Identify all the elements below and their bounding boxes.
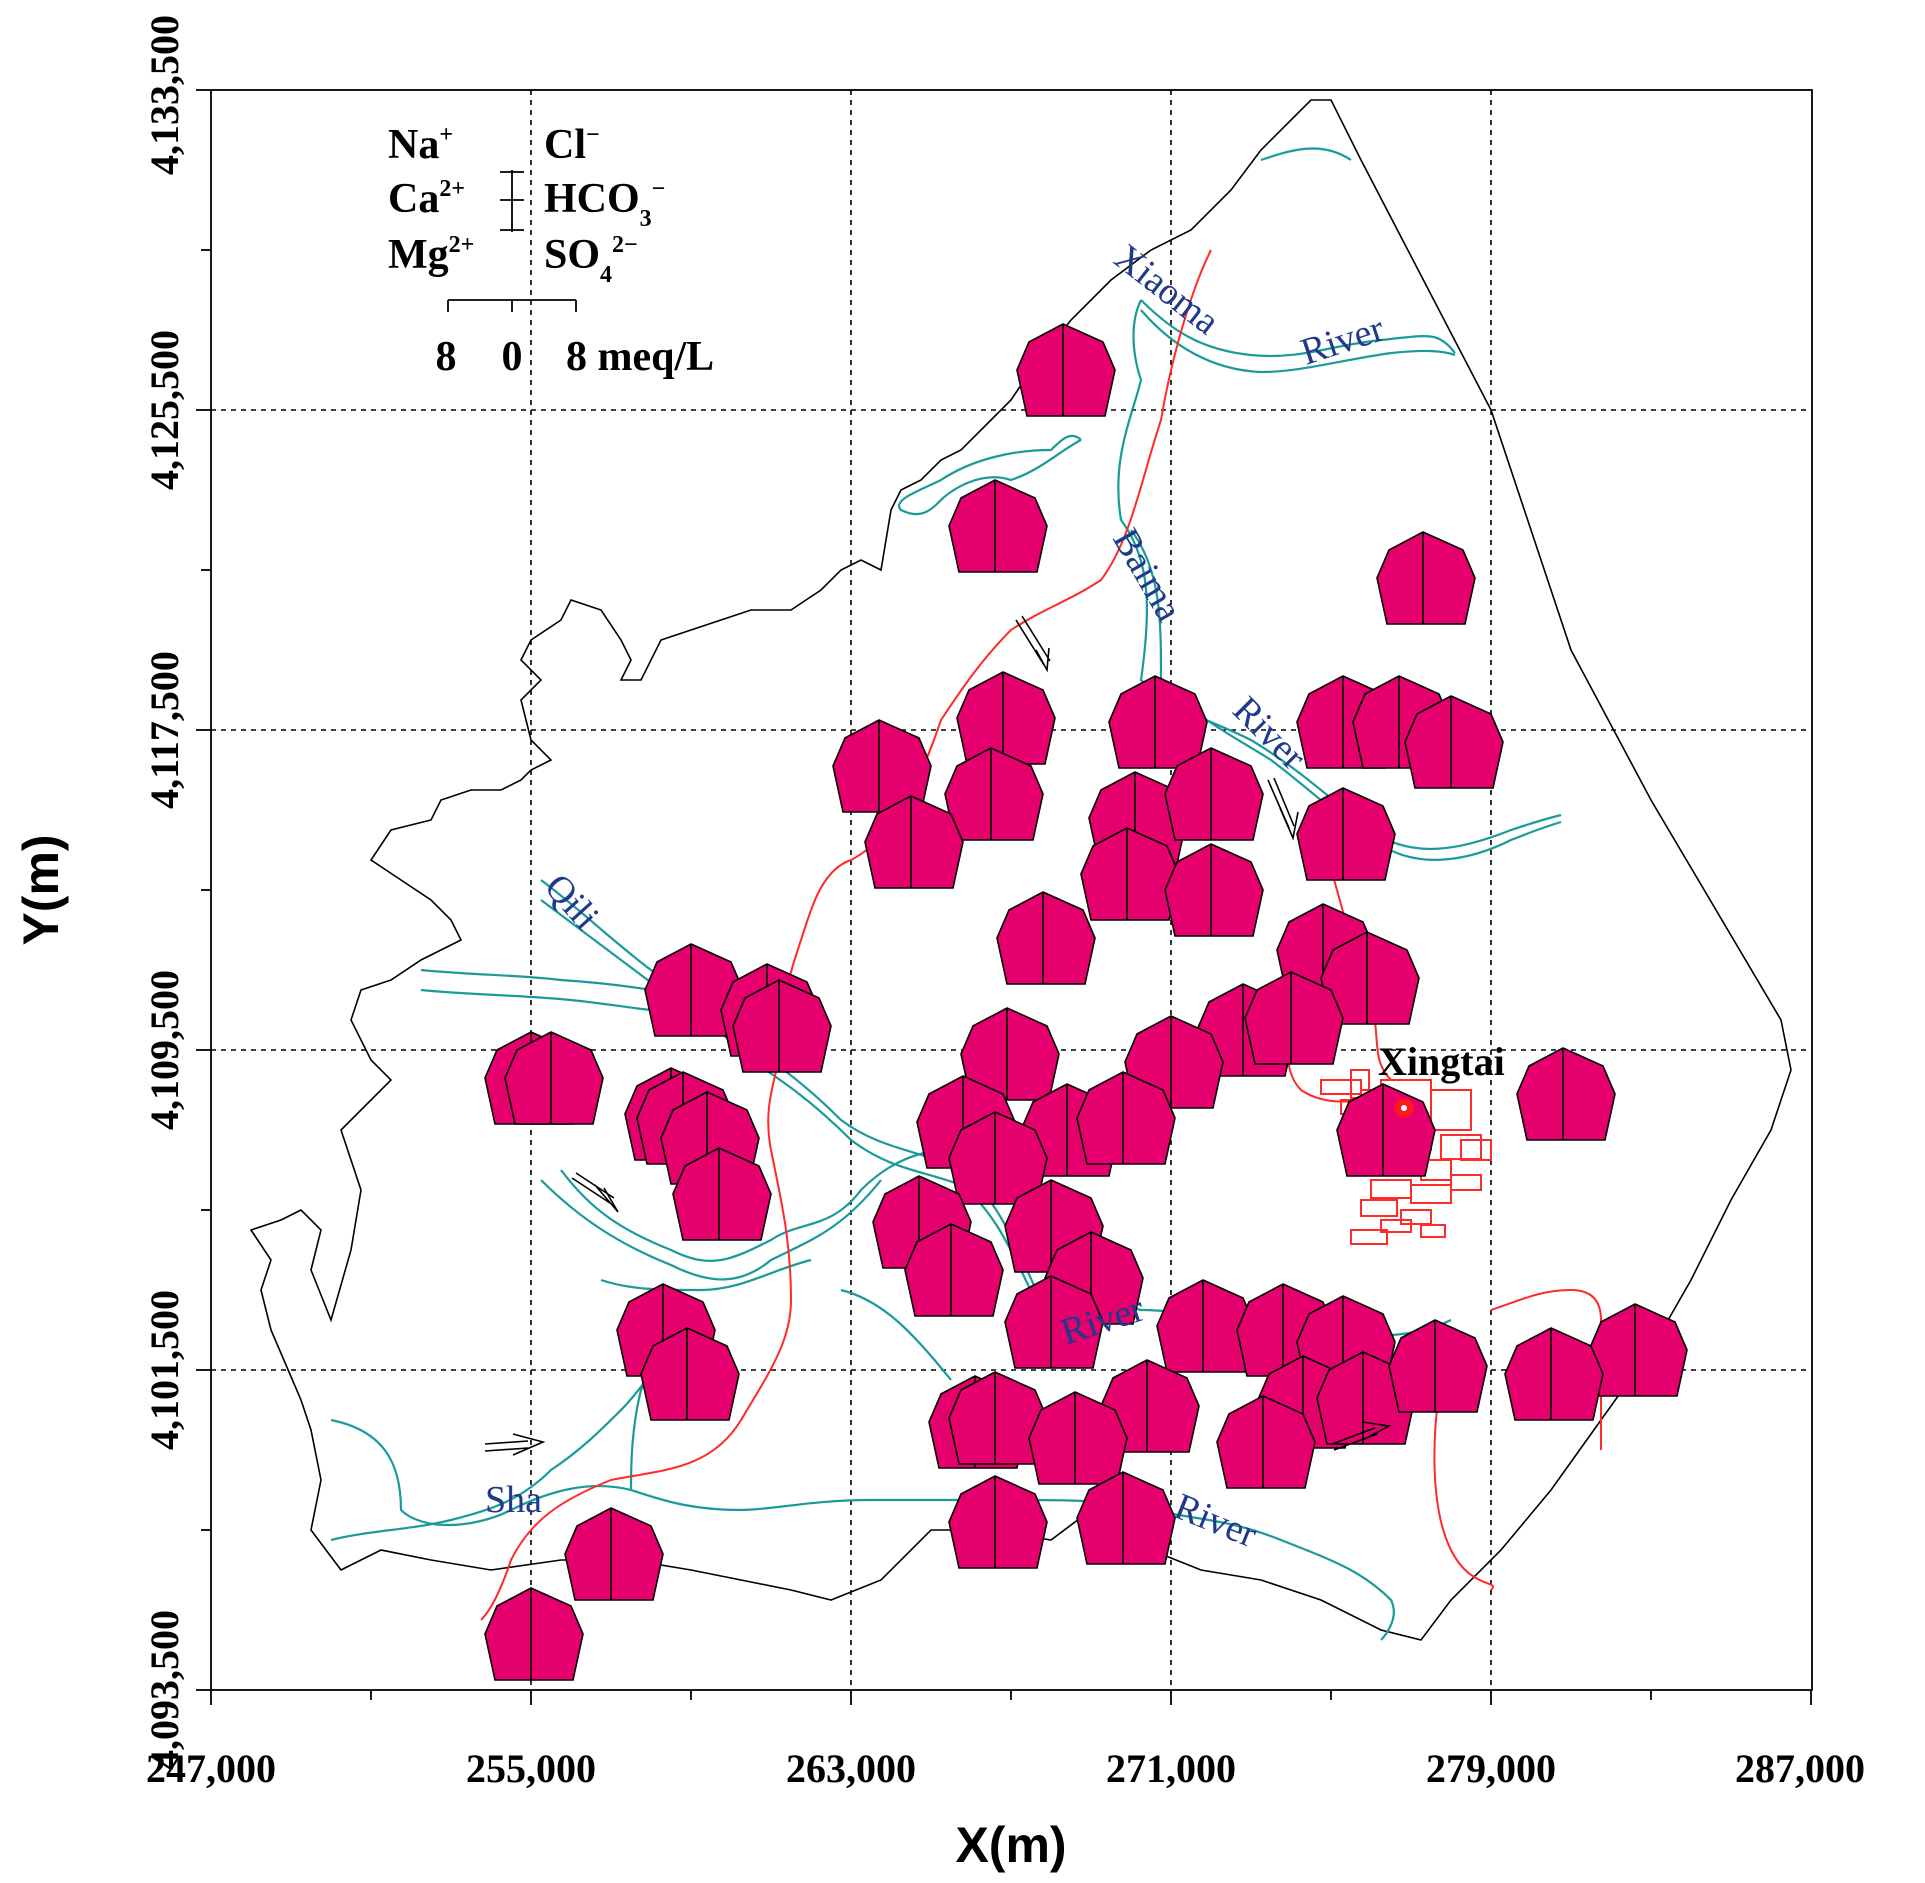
y-tick-label: 4,101,500	[142, 1290, 187, 1450]
river-label-river: River	[1169, 1485, 1263, 1556]
legend-scale-label: 0	[502, 334, 523, 380]
stiff-legend: Na+ Ca2+ Mg2+ Cl− HCO3− SO42− 8 0 8 meq/…	[388, 122, 714, 380]
flow-arrow-icon	[484, 1433, 546, 1456]
city-label-xingtai: Xingtai	[1378, 1039, 1505, 1084]
river-label-sha: Sha	[485, 1479, 542, 1521]
legend-ion-na: Na+	[388, 122, 453, 168]
stiff-diagram	[1108, 675, 1208, 769]
stiff-diagram	[1296, 787, 1396, 881]
x-tick-labels: 247,000 255,000 263,000 271,000 279,000 …	[146, 1746, 1865, 1791]
x-axis-title: X(m)	[955, 1817, 1066, 1873]
flow-arrow-icon	[571, 1172, 619, 1213]
stiff-diagram	[1016, 323, 1116, 417]
stiff-diagram	[948, 1475, 1048, 1569]
legend-scale-label: 8 meq/L	[566, 334, 714, 380]
stiff-diagram	[1164, 843, 1264, 937]
stiff-diagram	[1076, 1471, 1176, 1565]
stiff-diagram	[1588, 1303, 1688, 1397]
river-label-qili: Qili	[536, 866, 607, 938]
stiff-diagram	[996, 891, 1096, 985]
study-area-boundary	[249, 99, 1792, 1641]
legend-ion-so4: SO42−	[544, 232, 638, 288]
stiff-diagram	[948, 479, 1048, 573]
stiff-diagram	[1376, 531, 1476, 625]
x-tick-label: 263,000	[786, 1746, 916, 1791]
y-tick-label: 4,125,500	[142, 330, 187, 490]
stiff-diagram	[564, 1507, 664, 1601]
stiff-diagram	[956, 671, 1056, 765]
legend-ion-mg: Mg2+	[388, 232, 474, 278]
legend-ion-ca: Ca2+	[388, 176, 465, 222]
river-label-baima: Baima	[1104, 522, 1190, 629]
x-tick-label: 287,000	[1735, 1746, 1865, 1791]
flow-arrow-icon	[1331, 1421, 1392, 1451]
axis-ticks	[196, 89, 1812, 1705]
x-tick-label: 279,000	[1426, 1746, 1556, 1791]
stiff-diagram	[1516, 1047, 1616, 1141]
y-tick-label: 4,109,500	[142, 970, 187, 1130]
legend-scale-label: 8	[436, 334, 457, 380]
stiff-diagram	[1504, 1327, 1604, 1421]
x-tick-label: 255,000	[466, 1746, 596, 1791]
flow-arrows	[484, 615, 1392, 1456]
legend-ion-cl: Cl−	[544, 122, 600, 168]
xingtai-city-marker-center	[1401, 1105, 1407, 1111]
flow-arrow-icon	[1015, 615, 1051, 673]
y-tick-labels: 4,093,500 4,101,500 4,109,500 4,117,500 …	[142, 15, 187, 1770]
stiff-diagram	[484, 1587, 584, 1681]
flow-arrow-icon	[1267, 777, 1299, 841]
x-tick-label: 247,000	[146, 1746, 276, 1791]
y-tick-label: 4,133,500	[142, 15, 187, 175]
legend-ion-hco3: HCO3−	[544, 176, 665, 232]
y-axis-title: Y(m)	[13, 834, 69, 945]
y-tick-label: 4,093,500	[142, 1610, 187, 1770]
river-label-river: River	[1296, 307, 1390, 373]
y-tick-label: 4,117,500	[142, 651, 187, 809]
x-tick-label: 271,000	[1106, 1746, 1236, 1791]
stiff-diagrams	[484, 323, 1688, 1681]
